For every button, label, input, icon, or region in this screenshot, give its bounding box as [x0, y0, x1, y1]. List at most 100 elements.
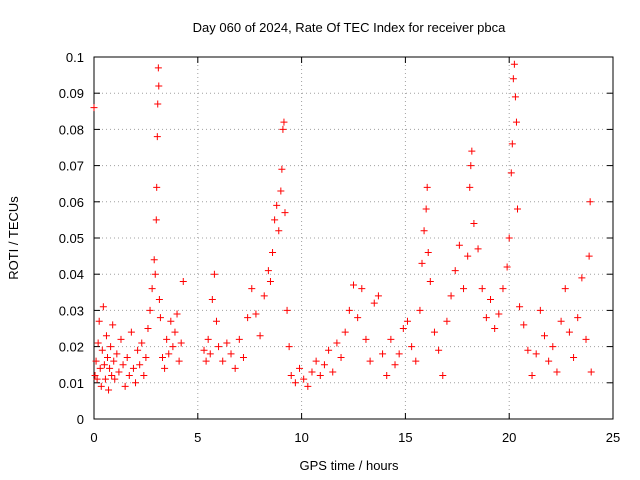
data-point [308, 368, 316, 376]
chart-title: Day 060 of 2024, Rate Of TEC Index for r… [193, 20, 506, 35]
data-point [142, 353, 150, 361]
data-point [277, 187, 285, 195]
data-point [91, 372, 99, 380]
data-point [399, 325, 407, 332]
data-point [395, 350, 403, 358]
data-point [271, 216, 279, 224]
data-point [159, 353, 167, 361]
data-point [325, 346, 333, 354]
data-point [505, 234, 513, 242]
data-point [443, 317, 451, 325]
y-tick-label: 0.04 [59, 267, 84, 282]
data-point [123, 353, 131, 361]
data-point [499, 285, 507, 293]
data-point [329, 368, 337, 376]
data-point [269, 248, 277, 256]
data-point [132, 379, 140, 387]
data-point [516, 303, 524, 311]
data-point [408, 343, 416, 351]
data-point [96, 364, 104, 372]
data-point [206, 350, 214, 358]
data-point [422, 205, 430, 213]
data-point [557, 317, 565, 325]
data-point [210, 270, 218, 278]
data-point [244, 314, 252, 322]
data-point [536, 306, 544, 314]
data-point [154, 100, 162, 108]
data-point [167, 317, 175, 325]
data-point [341, 328, 349, 336]
data-point [152, 216, 160, 224]
x-tick-label: 5 [194, 430, 201, 445]
data-point [285, 343, 293, 351]
data-point [451, 267, 459, 275]
data-point [208, 296, 216, 304]
data-point [155, 296, 163, 304]
data-point [418, 259, 426, 267]
data-point [507, 169, 515, 177]
data-point [100, 361, 108, 369]
data-point [202, 357, 210, 365]
data-point [528, 372, 536, 380]
data-point [333, 339, 341, 347]
x-tick-label: 20 [502, 430, 516, 445]
data-point [416, 306, 424, 314]
x-tick-label: 25 [606, 430, 620, 445]
y-axis-label: ROTI / TECUs [6, 196, 21, 280]
data-point [578, 274, 586, 282]
data-point [320, 361, 328, 369]
data-point [163, 335, 171, 343]
data-point [426, 277, 434, 285]
plot-frame [93, 56, 614, 420]
data-point [532, 350, 540, 358]
data-point [129, 364, 137, 372]
data-point [90, 104, 98, 112]
data-point [510, 60, 518, 68]
data-point [424, 248, 432, 256]
data-point [93, 375, 101, 383]
data-point [119, 361, 127, 369]
data-point [165, 350, 173, 358]
data-point [545, 357, 553, 365]
data-point [134, 346, 142, 354]
data-point [345, 306, 353, 314]
data-point [512, 118, 520, 126]
data-point [99, 303, 107, 311]
data-point [279, 125, 287, 133]
data-point [574, 314, 582, 322]
data-point [154, 64, 162, 72]
data-point [278, 165, 286, 173]
data-point [227, 350, 235, 358]
data-point [138, 339, 146, 347]
data-point [358, 285, 366, 293]
x-tick-label: 0 [90, 430, 97, 445]
data-point [98, 346, 106, 354]
data-point [337, 353, 345, 361]
data-point [223, 339, 231, 347]
y-tick-label: 0.06 [59, 195, 84, 210]
data-point [474, 245, 482, 253]
data-point [482, 314, 490, 322]
axis-ticks: 0 0.01 0.02 0.03 0.04 0.05 0.06 0.07 0.08 0.09 0.1… [59, 50, 621, 445]
data-point [155, 82, 163, 90]
data-point [260, 292, 268, 300]
y-tick-label: 0 [77, 412, 84, 427]
data-point [565, 328, 573, 336]
y-tick-label: 0.1 [66, 50, 84, 65]
data-point [379, 350, 387, 358]
y-tick-label: 0.01 [59, 376, 84, 391]
data-point [460, 285, 468, 293]
data-point [585, 252, 593, 260]
data-point [151, 270, 159, 278]
x-tick-label: 10 [294, 430, 308, 445]
data-point [287, 372, 295, 380]
data-point [273, 201, 281, 209]
data-point [524, 346, 532, 354]
x-tick-label: 15 [398, 430, 412, 445]
data-point [366, 357, 374, 365]
data-point [470, 220, 478, 228]
data-point [109, 321, 117, 329]
data-point [520, 321, 528, 329]
data-point [304, 382, 312, 390]
data-point [161, 364, 169, 372]
